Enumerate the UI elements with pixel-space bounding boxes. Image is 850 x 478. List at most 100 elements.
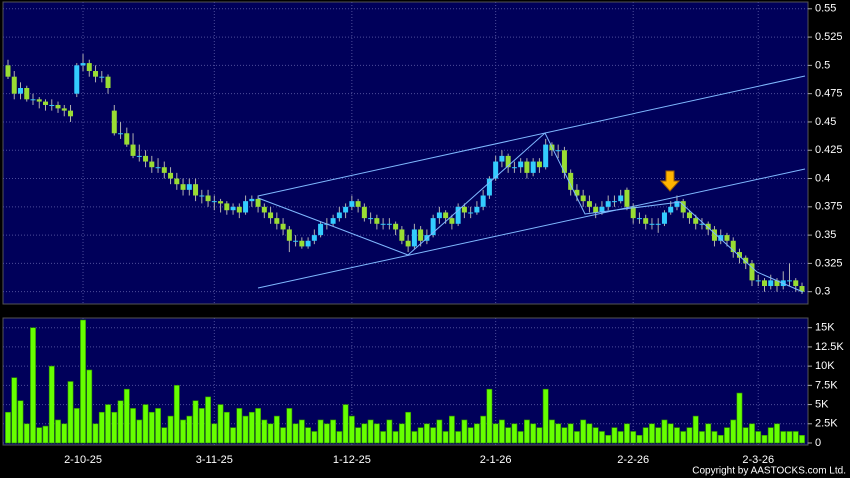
y-tick-label: 0.35 [815,229,836,241]
volume-bar [48,365,55,444]
volume-bar [617,431,624,444]
volume-bar [386,419,393,444]
volume-bar [486,388,493,444]
candle-body [255,198,261,207]
volume-bar [661,419,668,444]
volume-bar [11,377,18,444]
volume-bar [311,431,318,444]
candle-body [436,212,442,219]
volume-bar [298,419,305,444]
x-tick-label: 2-2-26 [617,454,649,466]
candle-body [186,184,192,190]
volume-bar [317,419,324,444]
volume-bar [786,431,793,444]
candle-body [624,189,630,207]
candle-body [561,150,567,173]
volume-bar [236,408,243,444]
candle-body [749,263,755,281]
candle-body [55,104,61,109]
channel-lower [257,168,806,289]
candle-body [230,206,236,211]
volume-bar [367,419,374,444]
volume-bar [192,400,199,444]
volume-bar [23,423,30,444]
volume-bar [536,427,543,444]
x-tick-label: 2-3-26 [742,454,774,466]
volume-bar [492,423,499,444]
volume-bar [5,411,11,444]
y-tick-label: 0.425 [815,144,843,156]
volume-bar [542,388,549,444]
volume-bar [767,427,774,444]
candle-body [399,229,405,241]
volume-bar [230,427,236,444]
candle-body [630,206,636,219]
volume-bar [736,392,743,444]
candle-body [361,206,367,219]
volume-bar [624,423,630,444]
volume-bar [280,427,286,444]
candle-body [486,178,492,196]
volume-bar [649,423,655,444]
candle-body [280,223,286,230]
y-tick-label: 0.325 [815,257,843,269]
volume-bar [405,411,412,444]
candle-body [30,99,36,101]
volume-bar [686,427,693,444]
candle-body [18,88,24,94]
candle-body [118,133,124,135]
candle-body [799,286,805,292]
volume-bar [148,411,155,444]
candle-body [305,240,311,247]
volume-bar [355,427,362,444]
volume-bar [780,431,787,444]
candle-body [368,218,374,220]
candle-body [193,184,199,196]
candle-body [449,218,455,224]
volume-bar [261,419,268,444]
candle-body [218,201,224,204]
volume-bar [667,423,674,444]
y-tick-label: 0.45 [815,116,836,128]
candle-body [374,218,380,224]
candle-body [499,155,505,162]
volume-bar [330,419,337,444]
candle-body [293,240,299,242]
volume-bar [130,408,136,444]
volume-bar [198,408,205,444]
candle-body [405,240,411,247]
volume-bar [423,423,430,444]
candle-body [143,155,149,162]
volume-bar [792,431,799,444]
volume-bar [699,431,705,444]
volume-bar [630,431,637,444]
candle-body [543,144,549,168]
candle-body [455,206,461,224]
candle-body [68,110,74,117]
y-tick-label: 10K [815,360,835,372]
y-tick-label: 0.375 [815,201,843,213]
volume-bar [305,427,311,444]
candle-body [136,155,142,157]
volume-bar [724,427,730,444]
candle-body [649,223,655,225]
volume-bar [430,427,437,444]
volume-bar [292,423,299,444]
y-tick-label: 0.5 [815,59,830,71]
candle-body [311,235,317,241]
candle-body [155,167,161,169]
candle-body [668,206,674,213]
volume-bar [417,427,424,444]
volume-bar [167,415,174,444]
volume-bar [111,411,118,444]
candle-body [711,229,717,241]
volume-bar [242,415,249,444]
candle-body [268,212,274,219]
candle-body [574,189,580,196]
candle-body [49,104,55,106]
candle-body [174,178,180,185]
candle-body [568,172,574,190]
volume-bar [517,431,524,444]
volume-bar [499,419,505,444]
